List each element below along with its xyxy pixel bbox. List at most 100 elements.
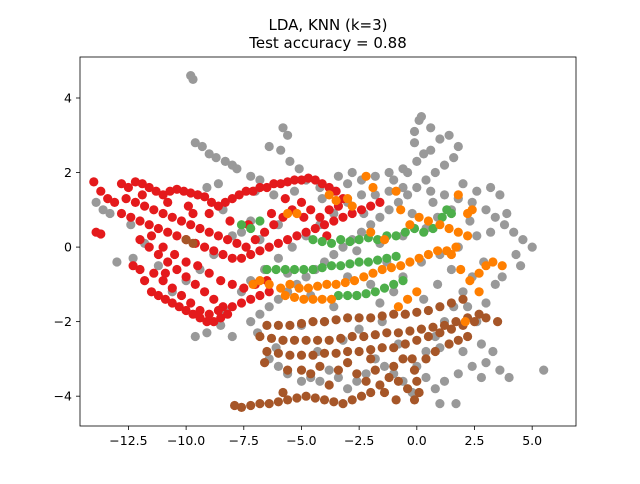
scatter-point [428, 322, 438, 332]
scatter-point [149, 268, 159, 278]
scatter-point [400, 227, 410, 237]
scatter-point [296, 376, 307, 386]
scatter-point [326, 294, 337, 304]
scatter-point [389, 309, 399, 319]
scatter-point [329, 249, 339, 260]
scatter-point [211, 153, 221, 163]
scatter-point [465, 216, 475, 226]
scatter-point [403, 190, 413, 200]
scatter-point [460, 317, 470, 327]
scatter-point [96, 229, 106, 239]
scatter-point [246, 400, 256, 411]
scatter-point [202, 317, 212, 327]
scatter-point [389, 287, 399, 297]
scatter-point [296, 365, 307, 375]
scatter-point [246, 249, 256, 260]
scatter-point [331, 348, 341, 358]
scatter-point [324, 205, 334, 215]
scatter-point [294, 164, 304, 174]
scatter-point [153, 290, 163, 301]
scatter-point [336, 261, 346, 271]
scatter-point [280, 264, 290, 275]
scatter-point [407, 354, 417, 364]
scatter-point [236, 298, 247, 308]
scatter-point [269, 190, 279, 200]
scatter-point [368, 268, 378, 278]
scatter-point [333, 290, 343, 301]
scatter-point [239, 283, 249, 293]
scatter-point [306, 369, 316, 379]
scatter-point [349, 276, 360, 286]
scatter-point [331, 186, 341, 196]
scatter-point [511, 249, 521, 260]
scatter-point [315, 376, 325, 386]
scatter-point [163, 197, 173, 207]
scatter-point [317, 179, 327, 189]
scatter-point [283, 208, 293, 219]
scatter-point [398, 276, 408, 286]
scatter-point [264, 302, 274, 312]
scatter-points [89, 71, 549, 412]
scatter-point [266, 333, 277, 343]
scatter-point [518, 235, 528, 245]
scatter-point [285, 320, 295, 330]
scatter-point [255, 276, 265, 286]
scatter-point [213, 305, 223, 316]
scatter-point [216, 313, 226, 323]
scatter-point [347, 167, 357, 178]
scatter-point [230, 400, 240, 411]
scatter-point [363, 257, 373, 267]
scatter-point [137, 179, 147, 189]
scatter-point [278, 335, 288, 345]
scatter-point [241, 186, 251, 196]
scatter-point [276, 179, 286, 189]
scatter-point [160, 268, 170, 278]
scatter-point [428, 223, 438, 234]
scatter-point [280, 290, 290, 301]
scatter-point [223, 235, 233, 245]
scatter-point [352, 376, 362, 386]
scatter-point [200, 192, 210, 202]
scatter-point [439, 376, 450, 386]
scatter-point [409, 138, 420, 148]
scatter-point [458, 287, 468, 297]
scatter-point [370, 190, 380, 200]
scatter-point [153, 261, 163, 271]
scatter-point [356, 190, 367, 200]
scatter-point [310, 393, 320, 403]
scatter-point [465, 276, 475, 286]
scatter-point [273, 348, 283, 358]
scatter-point [209, 317, 219, 327]
scatter-point [190, 138, 200, 148]
scatter-point [195, 223, 205, 234]
scatter-point [539, 365, 549, 375]
scatter-point [446, 249, 456, 260]
scatter-point [439, 160, 450, 170]
scatter-point [130, 197, 140, 207]
scatter-point [419, 227, 429, 237]
scatter-point [338, 242, 348, 252]
scatter-point [400, 309, 410, 319]
scatter-point [292, 208, 302, 219]
scatter-point [495, 365, 505, 375]
scatter-point [329, 302, 339, 312]
scatter-point [433, 279, 443, 289]
scatter-point [379, 235, 390, 245]
scatter-point [343, 179, 353, 189]
scatter-point [170, 249, 180, 260]
scatter-point [319, 220, 330, 230]
scatter-point [354, 257, 364, 267]
scatter-point [421, 354, 431, 364]
scatter-point [292, 231, 302, 241]
scatter-point [345, 236, 355, 247]
scatter-point [499, 220, 510, 230]
scatter-point [186, 188, 196, 198]
scatter-point [361, 289, 371, 299]
scatter-point [303, 173, 313, 183]
scatter-point [377, 311, 387, 321]
scatter-point [121, 194, 131, 204]
scatter-point [453, 227, 463, 237]
scatter-point [368, 182, 378, 193]
scatter-point [315, 212, 325, 222]
scatter-point [188, 238, 198, 248]
